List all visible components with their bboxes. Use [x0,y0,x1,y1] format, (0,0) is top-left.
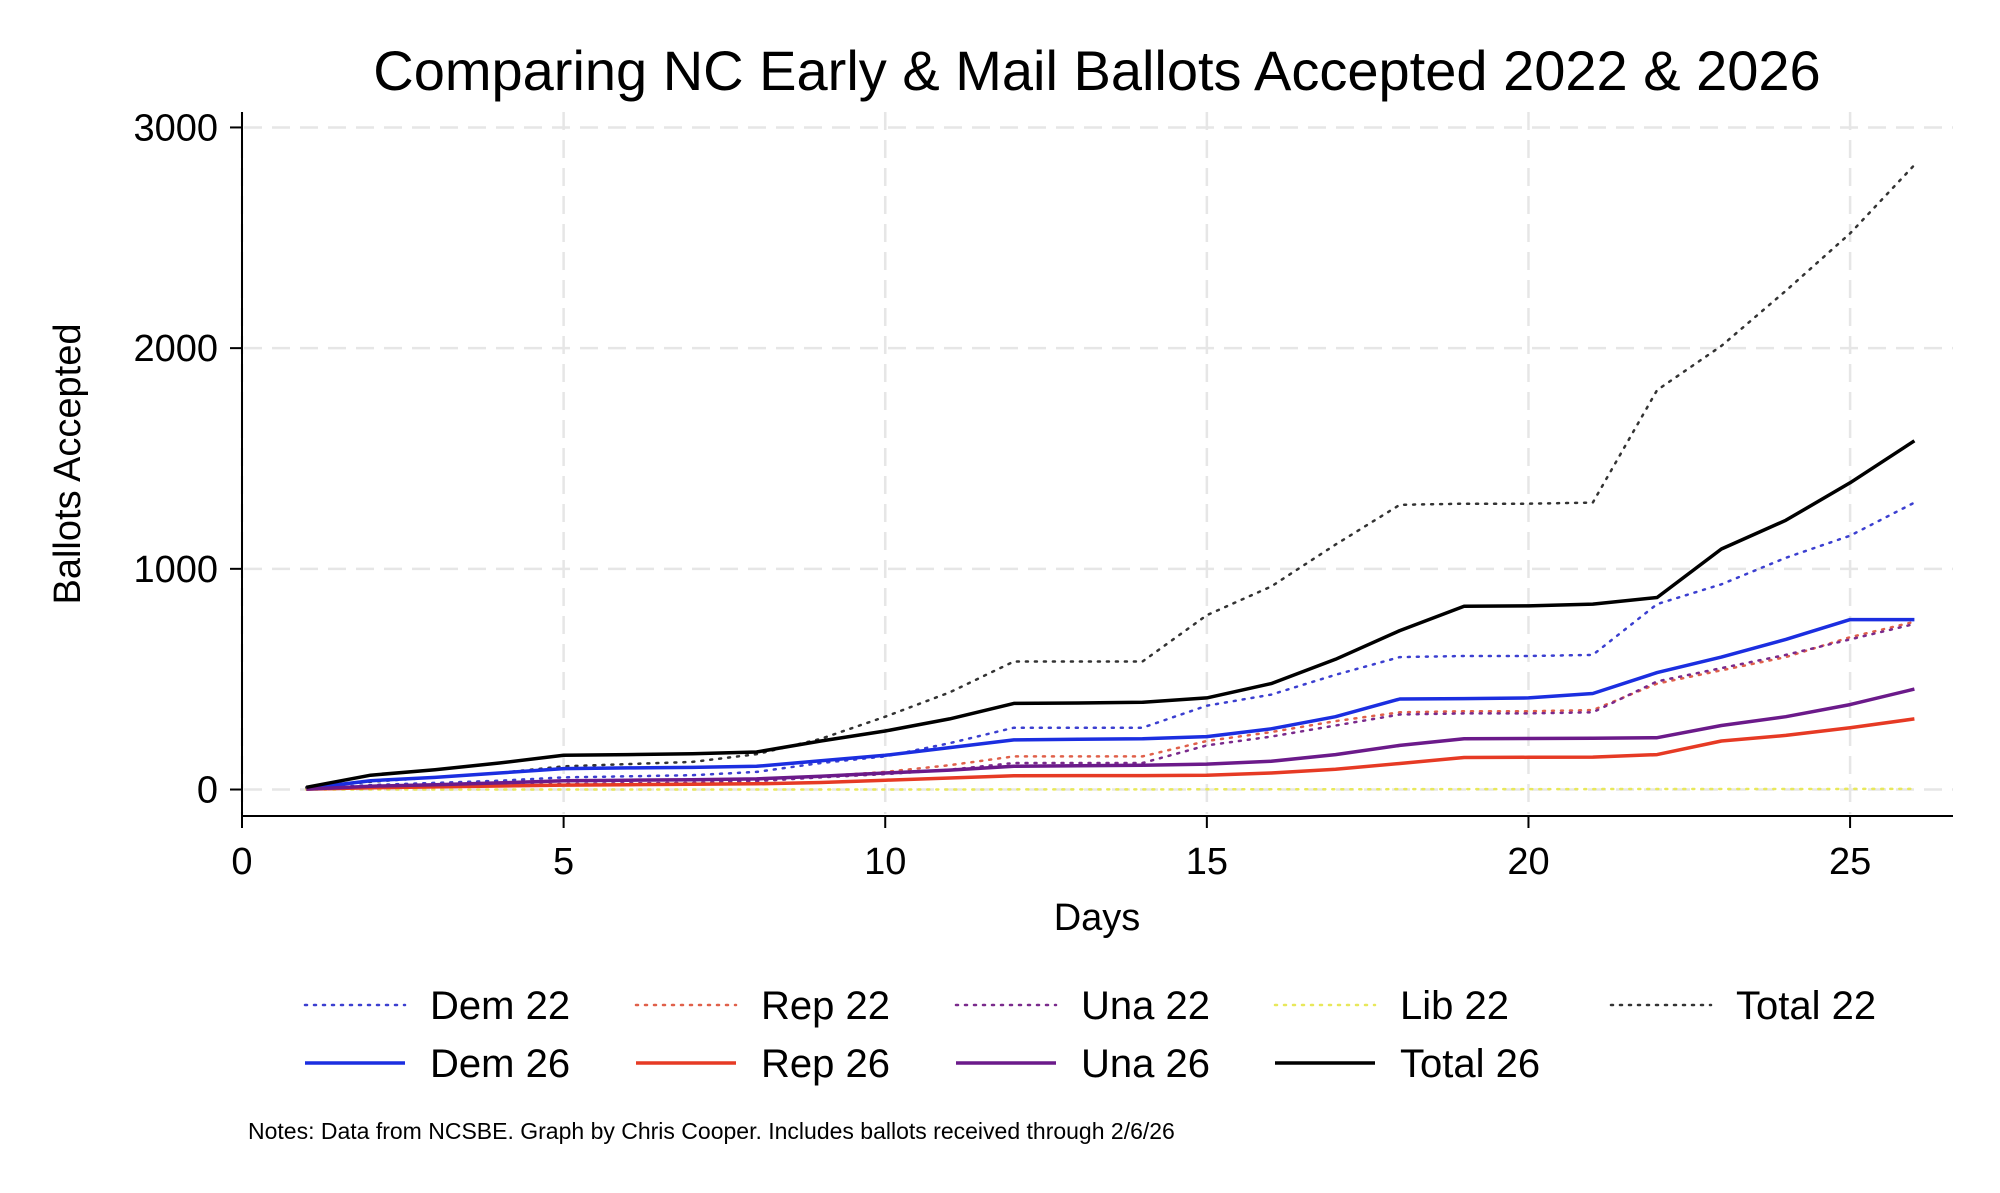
series-line-total-26 [305,439,1916,790]
legend-label: Una 26 [1081,1042,1210,1086]
chart-notes: Notes: Data from NCSBE. Graph by Chris C… [248,1118,1175,1144]
y-tick-label: 1000 [133,549,218,591]
series-line-rep-22 [305,620,1916,791]
x-ticks: 0 5 10 15 20 25 [231,816,1871,883]
legend-label: Una 22 [1081,984,1210,1028]
legend-item-total-22: Total 22 [1609,984,1876,1028]
y-ticks: 0 1000 2000 3000 [133,107,242,812]
gridlines [240,112,1953,814]
series-line-dem-22 [305,501,1916,790]
legend-label: Dem 22 [430,984,570,1028]
y-tick-label: 3000 [133,107,218,149]
legend-item-rep-22: Rep 22 [634,984,890,1028]
series-lines [305,163,1916,791]
legend-label: Rep 26 [761,1042,890,1086]
x-tick-label: 15 [1186,841,1228,883]
x-tick-label: 5 [553,841,574,883]
y-axis-label: Ballots Accepted [47,324,89,605]
legend-item-una-22: Una 22 [954,984,1210,1028]
axes [241,112,1953,817]
y-tick-label: 2000 [133,328,218,370]
series-line-rep-26 [306,717,1915,791]
x-tick-label: 25 [1829,841,1871,883]
legend-label: Total 26 [1400,1042,1540,1086]
series-line-una-22 [305,622,1916,791]
legend-item-rep-26: Rep 26 [636,1042,890,1086]
series-line-una-26 [306,687,1915,791]
legend-item-una-26: Una 26 [956,1042,1210,1086]
y-tick-label: 0 [197,770,218,812]
legend-label: Lib 22 [1400,984,1509,1028]
x-tick-label: 20 [1507,841,1549,883]
x-tick-label: 10 [864,841,906,883]
series-line-lib-22 [305,787,1916,791]
series-line-dem-26 [306,617,1915,791]
legend-label: Dem 26 [430,1042,570,1086]
legend-item-dem-22: Dem 22 [303,984,570,1028]
x-axis-label: Days [1054,897,1141,939]
legend-label: Total 22 [1736,984,1876,1028]
legend-item-total-26: Total 26 [1275,1042,1540,1086]
series-line-total-22 [305,163,1916,789]
x-tick-label: 0 [231,841,252,883]
chart-title: Comparing NC Early & Mail Ballots Accept… [373,39,1820,102]
legend: Dem 22 Rep 22 Una 22 Lib 22 Total 22 Dem 26 Re… [303,984,1876,1086]
legend-item-dem-26: Dem 26 [305,1042,570,1086]
legend-label: Rep 22 [761,984,890,1028]
legend-item-lib-22: Lib 22 [1273,984,1509,1028]
